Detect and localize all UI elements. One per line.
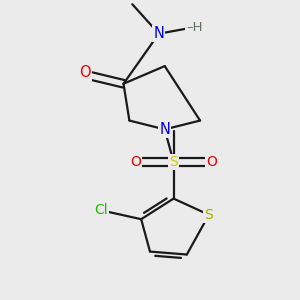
Text: S: S xyxy=(205,208,213,222)
Text: Cl: Cl xyxy=(94,203,108,218)
Text: O: O xyxy=(206,155,217,169)
Text: O: O xyxy=(130,155,141,169)
Text: N: N xyxy=(153,26,164,41)
Text: N: N xyxy=(159,122,170,137)
Text: O: O xyxy=(80,65,91,80)
Text: S: S xyxy=(169,155,178,169)
Text: –H: –H xyxy=(186,21,202,34)
